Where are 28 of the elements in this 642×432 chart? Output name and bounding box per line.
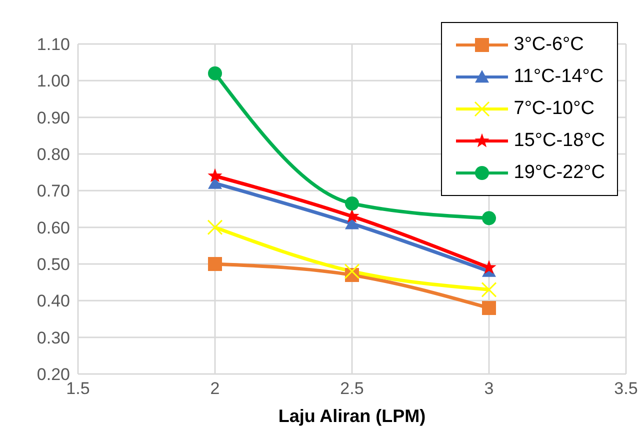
y-tick-label: 0.80: [36, 145, 70, 164]
point: [482, 301, 496, 315]
legend-label: 19°C-22°C: [514, 162, 605, 184]
y-tick-label: 1.00: [36, 72, 70, 91]
x-tick-label: 2.5: [340, 379, 364, 398]
legend-label: 15°C-18°C: [514, 130, 605, 152]
y-tick-label: 0.50: [36, 255, 70, 274]
point: [208, 66, 222, 80]
y-tick-label: 0.70: [36, 182, 70, 201]
y-tick-label: 0.60: [36, 218, 70, 238]
y-tick-label: 1.10: [36, 35, 70, 54]
x-tick-label: 3.5: [614, 379, 638, 398]
legend-label: 3°C-6°C: [514, 34, 584, 56]
point: [345, 196, 359, 210]
point: [482, 211, 496, 226]
legend-label: 11°C-14°C: [514, 66, 604, 88]
point: [208, 168, 222, 182]
point: [208, 257, 222, 271]
x-axis-title: Laju Aliran (LPM): [278, 406, 426, 426]
legend-label: 7°C-10°C: [514, 98, 594, 120]
point: [207, 220, 223, 236]
x-tick-label: 3: [484, 379, 494, 398]
point: [481, 282, 497, 298]
point: [344, 264, 360, 280]
y-tick-label: 0.40: [36, 292, 70, 311]
y-tick-label: 0.90: [36, 108, 70, 128]
x-tick-label: 2: [210, 379, 220, 398]
y-tick-label: 0.30: [36, 328, 70, 348]
